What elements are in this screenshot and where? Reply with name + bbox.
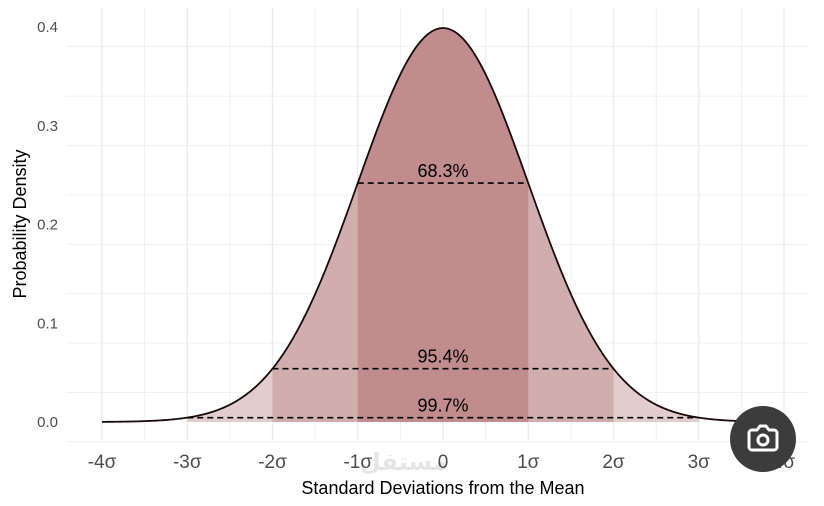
region-label: 68.3% xyxy=(417,161,468,181)
region-label: 95.4% xyxy=(417,347,468,367)
google-lens-icon xyxy=(747,424,779,452)
x-axis-title: Standard Deviations from the Mean xyxy=(301,478,584,498)
y-tick-label: 0.0 xyxy=(37,414,58,431)
region-68.3% xyxy=(357,28,529,422)
x-tick-label: -2σ xyxy=(258,452,287,473)
google-lens-button[interactable] xyxy=(730,406,796,472)
x-tick-label: 2σ xyxy=(602,452,625,473)
y-tick-labels: 0.0 0.1 0.2 0.3 0.4 xyxy=(37,19,58,431)
x-tick-label-center: 0 xyxy=(438,452,449,473)
region-label: 99.7% xyxy=(417,396,468,416)
y-axis-title: Probability Density xyxy=(10,149,30,298)
watermark: مستقل xyxy=(360,448,448,476)
x-tick-label: -1σ xyxy=(343,452,372,473)
x-tick-label: -4σ xyxy=(88,452,117,473)
y-tick-label: 0.1 xyxy=(37,315,58,332)
x-tick-label: -3σ xyxy=(173,452,202,473)
x-tick-label: 3σ xyxy=(688,452,711,473)
y-tick-label: 0.3 xyxy=(37,118,58,135)
y-tick-label: 0.2 xyxy=(37,217,58,234)
reference-lines: 99.7% 95.4% 68.3% xyxy=(187,161,699,419)
density-curve xyxy=(101,27,785,423)
x-tick-label: 1σ xyxy=(517,452,540,473)
y-tick-label: 0.4 xyxy=(37,19,58,36)
shaded-regions xyxy=(187,28,699,422)
